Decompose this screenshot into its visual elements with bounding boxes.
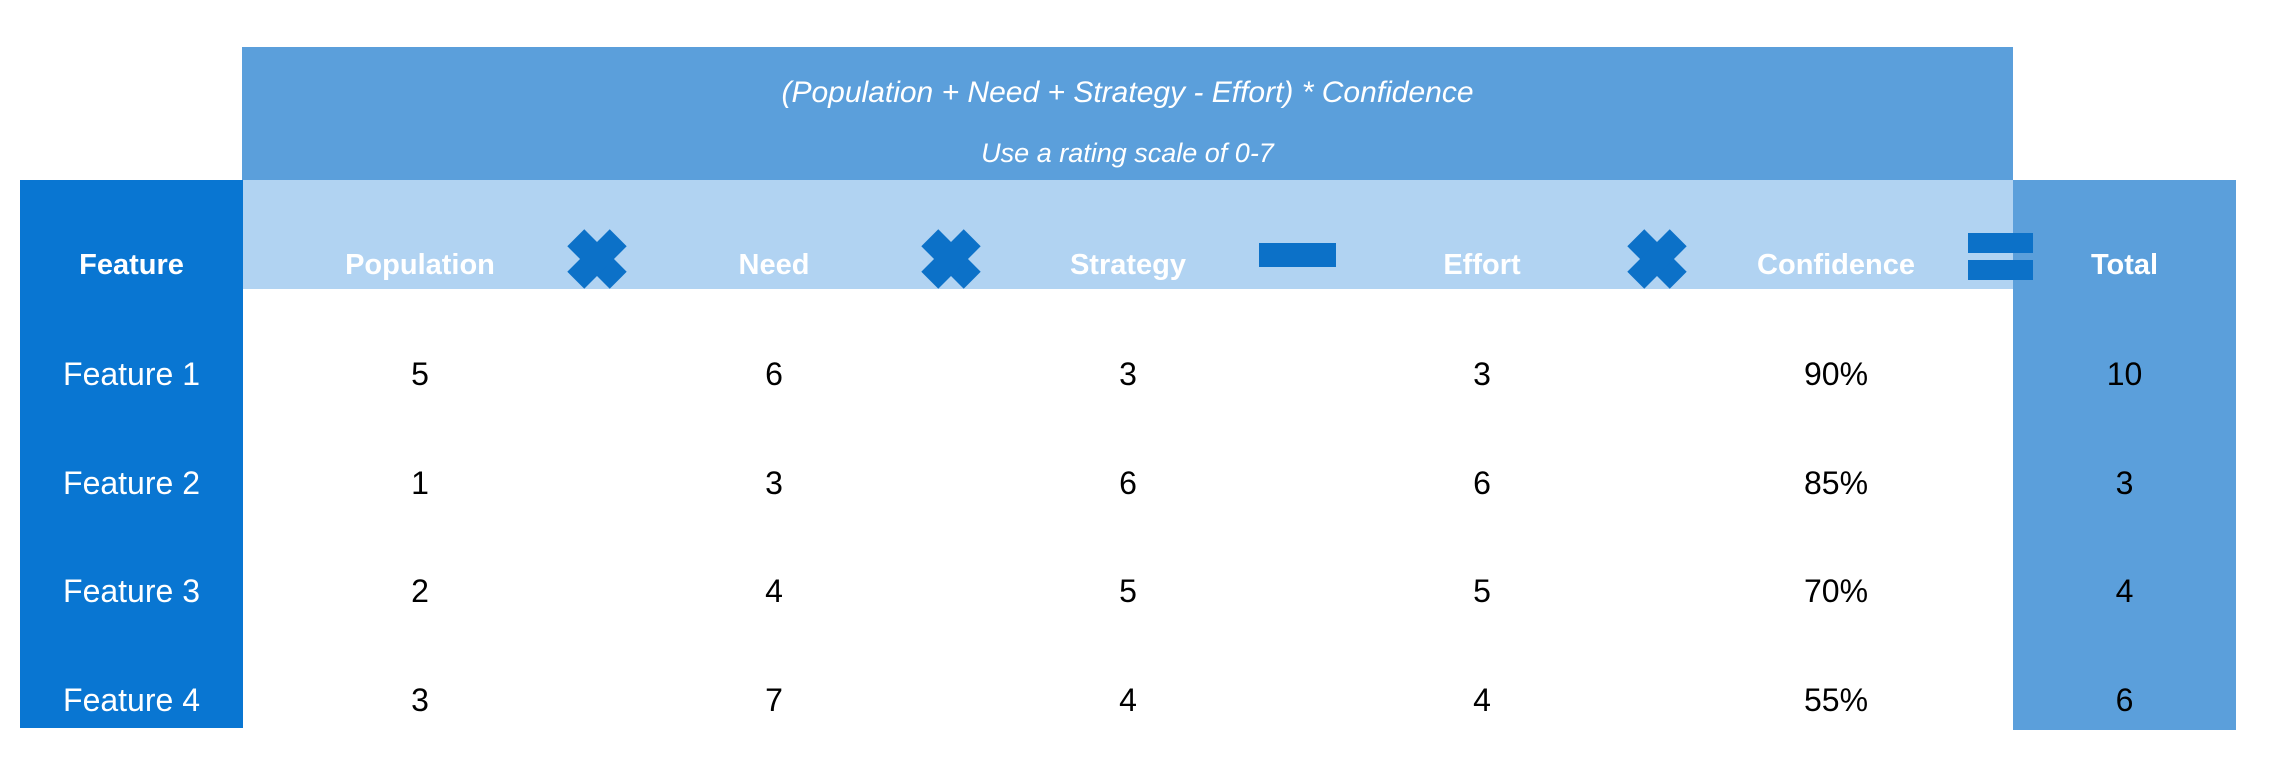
multiply-icon	[568, 230, 626, 288]
header-row-background	[243, 180, 2013, 289]
column-header-need: Need	[738, 249, 810, 281]
cell-population: 5	[411, 356, 429, 392]
minus-icon	[1259, 243, 1336, 267]
cell-need: 3	[765, 465, 783, 501]
cell-population: 3	[411, 682, 429, 718]
cell-effort: 6	[1473, 465, 1491, 501]
rating-scale-note: Use a rating scale of 0-7	[981, 138, 1274, 168]
column-header-confidence: Confidence	[1757, 249, 1915, 281]
cell-strategy: 6	[1119, 465, 1137, 501]
cell-effort: 3	[1473, 356, 1491, 392]
cell-need: 6	[765, 356, 783, 392]
equals-icon	[1968, 233, 2033, 280]
cell-confidence: 90%	[1803, 356, 1869, 392]
formula-banner	[242, 47, 2013, 180]
equals-bar-top	[1968, 233, 2033, 253]
cell-strategy: 3	[1119, 356, 1137, 392]
feature-column-background	[20, 180, 243, 728]
multiply-icon	[1628, 230, 1686, 288]
cell-confidence: 55%	[1803, 682, 1869, 718]
total-column-background	[2013, 180, 2236, 730]
cell-population: 1	[411, 465, 429, 501]
column-header-feature: Feature	[79, 249, 184, 281]
cell-confidence: 70%	[1803, 573, 1869, 609]
row-feature-label: Feature 1	[63, 356, 200, 392]
column-header-effort: Effort	[1443, 249, 1521, 281]
table-row: Feature 3 2 4 5 5 70% 4	[0, 506, 2270, 615]
cell-population: 2	[411, 573, 429, 609]
cell-strategy: 5	[1119, 573, 1137, 609]
row-feature-label: Feature 2	[63, 465, 200, 501]
column-header-population: Population	[345, 249, 495, 281]
cell-effort: 4	[1473, 682, 1491, 718]
cell-need: 4	[765, 573, 783, 609]
table-row: Feature 2 1 3 6 6 85% 3	[0, 398, 2270, 507]
table-row: Feature 1 5 6 3 3 90% 10	[0, 289, 2270, 398]
cell-confidence: 85%	[1803, 465, 1869, 501]
row-feature-label: Feature 3	[63, 573, 200, 609]
column-header-strategy: Strategy	[1069, 249, 1187, 281]
cell-total: 4	[2115, 573, 2134, 609]
cell-effort: 5	[1473, 573, 1491, 609]
table-row: Feature 4 3 7 4 4 55% 6	[0, 615, 2270, 724]
cell-strategy: 4	[1119, 682, 1137, 718]
multiply-icon	[922, 230, 980, 288]
cell-total: 6	[2115, 682, 2134, 718]
equals-bar-bottom	[1968, 260, 2033, 280]
formula-text: (Population + Need + Strategy - Effort) …	[781, 76, 1474, 109]
cell-total: 10	[2106, 356, 2143, 392]
row-feature-label: Feature 4	[63, 682, 200, 718]
cell-total: 3	[2115, 465, 2134, 501]
cell-need: 7	[765, 682, 783, 718]
column-header-total: Total	[2090, 249, 2159, 281]
